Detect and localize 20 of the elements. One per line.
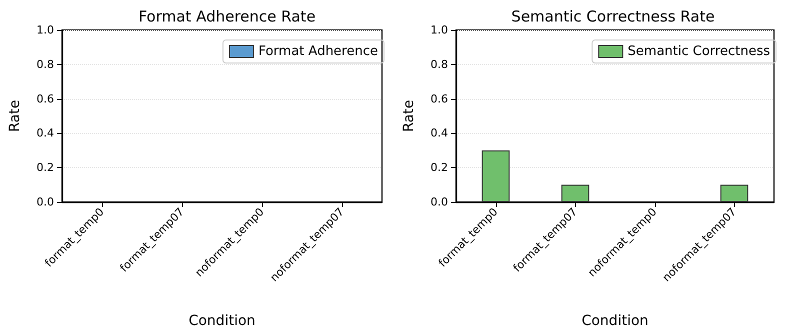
legend-label: Format Adherence bbox=[258, 44, 378, 59]
y-axis-title: Rate bbox=[401, 100, 417, 132]
y-tick-label: 0.0 bbox=[430, 196, 448, 208]
x-axis-title: Condition bbox=[188, 313, 256, 329]
x-axis-title: Condition bbox=[582, 313, 648, 329]
y-tick-label: 0.2 bbox=[430, 161, 448, 174]
y-tick-label: 1.0 bbox=[36, 24, 54, 36]
y-tick-label: 0.0 bbox=[36, 196, 54, 208]
y-tick-label: 0.2 bbox=[36, 161, 54, 174]
y-tick-label: 0.8 bbox=[36, 58, 54, 71]
y-tick-label: 0.8 bbox=[430, 58, 448, 71]
chart-title: Semantic Correctness Rate bbox=[511, 8, 715, 26]
y-tick-label: 0.4 bbox=[430, 126, 448, 140]
chart-title: Format Adherence Rate bbox=[138, 8, 316, 26]
y-tick-label: 0.4 bbox=[36, 126, 54, 140]
y-tick-label: 0.6 bbox=[430, 92, 448, 106]
legend-label: Semantic Correctness bbox=[628, 44, 770, 59]
y-tick-label: 0.6 bbox=[36, 92, 54, 106]
y-axis-title: Rate bbox=[7, 100, 23, 132]
y-tick-label: 1.0 bbox=[430, 24, 448, 36]
